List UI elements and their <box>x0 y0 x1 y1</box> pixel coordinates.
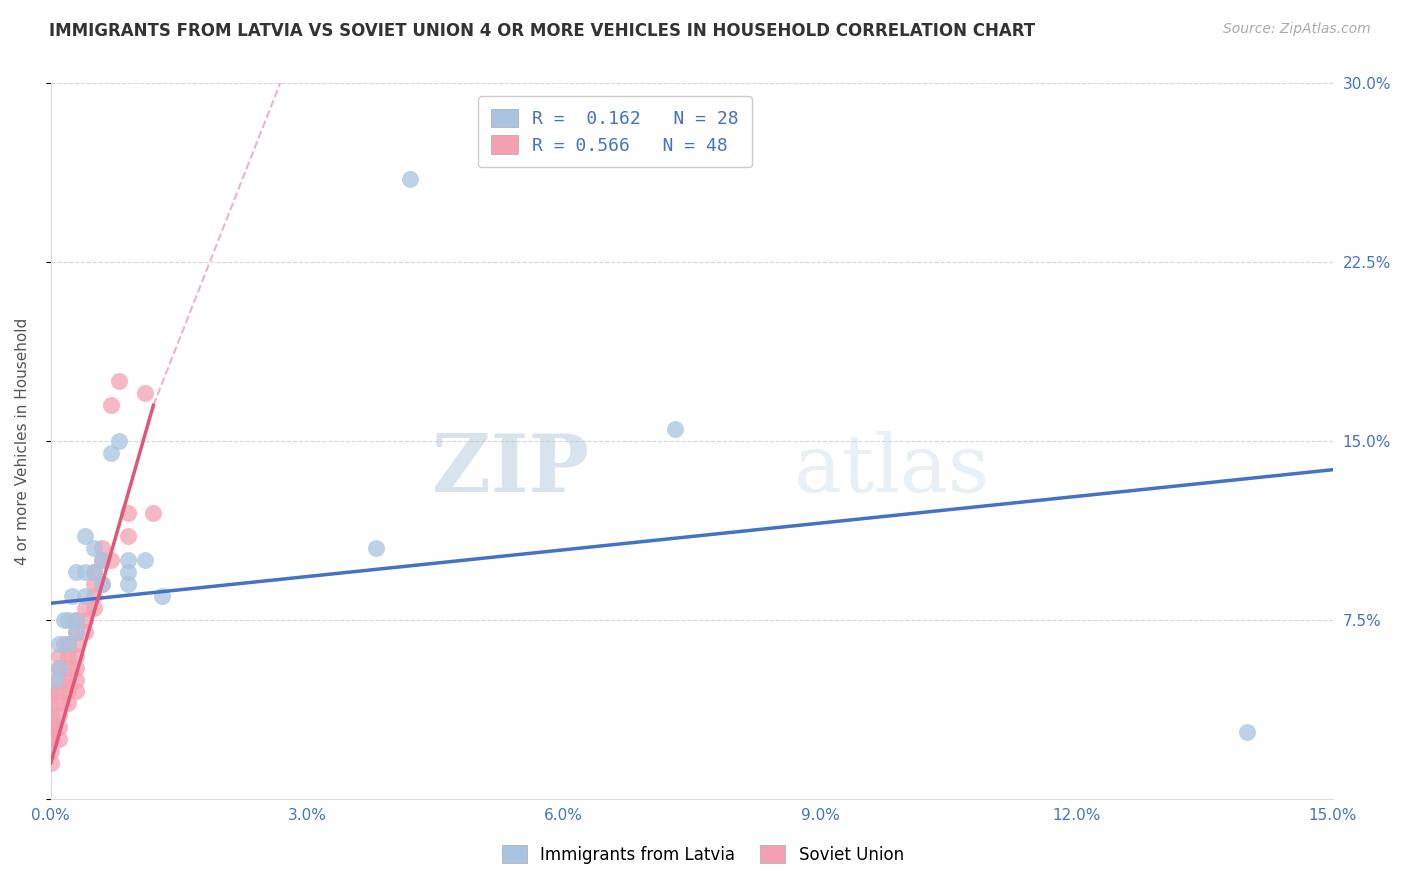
Point <box>44 673 66 687</box>
Point <box>39 697 62 711</box>
Point <box>65 566 87 580</box>
Point <box>83 566 105 580</box>
Point <box>83 541 105 556</box>
Point <box>39 684 62 698</box>
Point <box>73 613 96 627</box>
Point <box>134 553 156 567</box>
Point <box>134 386 156 401</box>
Point <box>117 566 139 580</box>
Point <box>52 613 75 627</box>
Point <box>60 589 83 603</box>
Point <box>83 566 105 580</box>
Point <box>73 624 96 639</box>
Point <box>91 553 114 567</box>
Point <box>65 660 87 674</box>
Point <box>117 529 139 543</box>
Point <box>56 660 79 674</box>
Point <box>100 398 122 412</box>
Point <box>83 601 105 615</box>
Point <box>48 660 70 674</box>
Point <box>39 732 62 747</box>
Point <box>48 648 70 663</box>
Point <box>48 732 70 747</box>
Point <box>48 720 70 734</box>
Point <box>56 613 79 627</box>
Point <box>56 673 79 687</box>
Point <box>39 744 62 758</box>
Point <box>56 697 79 711</box>
Point <box>73 529 96 543</box>
Text: IMMIGRANTS FROM LATVIA VS SOVIET UNION 4 OR MORE VEHICLES IN HOUSEHOLD CORRELATI: IMMIGRANTS FROM LATVIA VS SOVIET UNION 4… <box>49 22 1035 40</box>
Point <box>39 708 62 723</box>
Point <box>65 613 87 627</box>
Point <box>83 577 105 591</box>
Text: Source: ZipAtlas.com: Source: ZipAtlas.com <box>1223 22 1371 37</box>
Point <box>56 684 79 698</box>
Point <box>150 589 173 603</box>
Point <box>65 637 87 651</box>
Point <box>1236 725 1258 739</box>
Point <box>142 506 165 520</box>
Point <box>56 637 79 651</box>
Point <box>65 673 87 687</box>
Point <box>108 375 131 389</box>
Point <box>65 648 87 663</box>
Point <box>117 506 139 520</box>
Point <box>65 624 87 639</box>
Text: ZIP: ZIP <box>432 431 589 508</box>
Point <box>65 684 87 698</box>
Point <box>83 589 105 603</box>
Point <box>91 541 114 556</box>
Point <box>364 541 387 556</box>
Legend: R =  0.162   N = 28, R = 0.566   N = 48: R = 0.162 N = 28, R = 0.566 N = 48 <box>478 96 752 167</box>
Point <box>56 648 79 663</box>
Point <box>65 613 87 627</box>
Legend: Immigrants from Latvia, Soviet Union: Immigrants from Latvia, Soviet Union <box>495 838 911 871</box>
Text: atlas: atlas <box>794 431 990 508</box>
Point <box>73 589 96 603</box>
Point <box>108 434 131 449</box>
Point <box>100 446 122 460</box>
Point <box>117 577 139 591</box>
Point <box>48 637 70 651</box>
Point <box>398 171 420 186</box>
Point <box>65 624 87 639</box>
Point <box>91 577 114 591</box>
Point <box>73 566 96 580</box>
Point <box>48 660 70 674</box>
Point <box>56 637 79 651</box>
Point <box>39 720 62 734</box>
Point <box>39 756 62 770</box>
Y-axis label: 4 or more Vehicles in Household: 4 or more Vehicles in Household <box>15 318 30 565</box>
Point <box>52 637 75 651</box>
Point <box>664 422 686 436</box>
Point <box>100 553 122 567</box>
Point <box>91 577 114 591</box>
Point <box>48 697 70 711</box>
Point <box>48 708 70 723</box>
Point <box>117 553 139 567</box>
Point <box>91 553 114 567</box>
Point <box>39 732 62 747</box>
Point <box>48 673 70 687</box>
Point <box>73 601 96 615</box>
Point <box>48 684 70 698</box>
Point <box>39 720 62 734</box>
